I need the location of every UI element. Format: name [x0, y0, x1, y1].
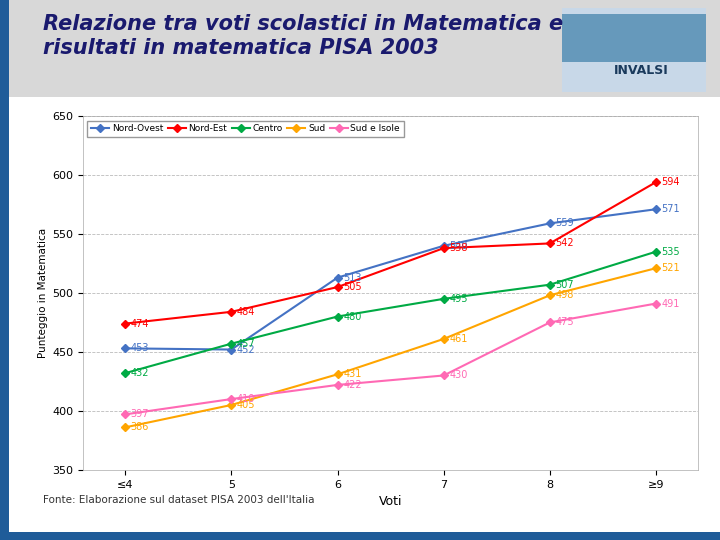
Nord-Est [121, 320, 130, 327]
Nord-Ovest [227, 346, 235, 353]
Line: Nord-Est: Nord-Est [122, 179, 659, 326]
Text: 453: 453 [131, 343, 149, 353]
Text: 410: 410 [237, 394, 256, 404]
Text: 498: 498 [555, 291, 574, 300]
Nord-Est [227, 308, 235, 315]
Text: Fonte: Elaborazione sul dataset PISA 2003 dell'Italia: Fonte: Elaborazione sul dataset PISA 200… [43, 495, 315, 505]
Centro [546, 281, 554, 288]
Sud e Isole [546, 319, 554, 326]
Sud [652, 265, 660, 272]
Text: INVALSI: INVALSI [613, 64, 668, 77]
Text: 405: 405 [237, 400, 256, 410]
Text: 491: 491 [662, 299, 680, 308]
Sud e Isole [439, 372, 448, 379]
Text: 538: 538 [449, 243, 468, 253]
X-axis label: Voti: Voti [379, 495, 402, 508]
Text: 457: 457 [237, 339, 256, 349]
Centro [227, 340, 235, 347]
Sud [121, 424, 130, 430]
Sud [333, 371, 342, 377]
Text: 431: 431 [343, 369, 361, 379]
Text: 594: 594 [662, 177, 680, 187]
Text: 480: 480 [343, 312, 361, 321]
Text: 452: 452 [237, 345, 256, 355]
Line: Centro: Centro [122, 249, 659, 376]
Nord-Est [439, 245, 448, 252]
Text: Relazione tra voti scolastici in Matematica e
risultati in matematica PISA 2003: Relazione tra voti scolastici in Matemat… [43, 14, 563, 58]
Nord-Ovest [652, 206, 660, 212]
Text: 540: 540 [449, 241, 468, 251]
Sud e Isole [333, 382, 342, 388]
Text: 484: 484 [237, 307, 256, 317]
Text: 542: 542 [555, 239, 574, 248]
Nord-Est [546, 240, 554, 247]
Text: 475: 475 [555, 318, 574, 327]
Text: 507: 507 [555, 280, 574, 289]
Sud e Isole [227, 396, 235, 402]
Sud e Isole [121, 411, 130, 417]
Nord-Ovest [121, 345, 130, 352]
Nord-Ovest [439, 242, 448, 249]
Legend: Nord-Ovest, Nord-Est, Centro, Sud, Sud e Isole: Nord-Ovest, Nord-Est, Centro, Sud, Sud e… [87, 120, 404, 137]
Text: 386: 386 [131, 422, 149, 433]
Nord-Ovest [333, 274, 342, 281]
Line: Sud: Sud [122, 266, 659, 430]
Nord-Est [333, 284, 342, 291]
Text: 432: 432 [131, 368, 149, 378]
Text: 397: 397 [131, 409, 149, 420]
Sud [227, 402, 235, 408]
Centro [652, 248, 660, 255]
Centro [121, 370, 130, 376]
Sud [546, 292, 554, 299]
Centro [439, 295, 448, 302]
Text: 505: 505 [343, 282, 361, 292]
Text: 474: 474 [131, 319, 149, 329]
Text: 495: 495 [449, 294, 468, 304]
Nord-Est [652, 179, 660, 185]
Text: 422: 422 [343, 380, 361, 390]
Text: 430: 430 [449, 370, 467, 381]
Text: 513: 513 [343, 273, 361, 282]
Sud [439, 336, 448, 342]
Centro [333, 313, 342, 320]
Text: 535: 535 [662, 247, 680, 256]
Line: Nord-Ovest: Nord-Ovest [122, 206, 659, 352]
Text: 571: 571 [662, 204, 680, 214]
Y-axis label: Punteggio in Matematica: Punteggio in Matematica [37, 228, 48, 358]
Nord-Ovest [546, 220, 554, 227]
Line: Sud e Isole: Sud e Isole [122, 301, 659, 417]
Text: 461: 461 [449, 334, 467, 344]
Text: 559: 559 [555, 218, 574, 228]
Text: 521: 521 [662, 263, 680, 273]
Sud e Isole [652, 300, 660, 307]
